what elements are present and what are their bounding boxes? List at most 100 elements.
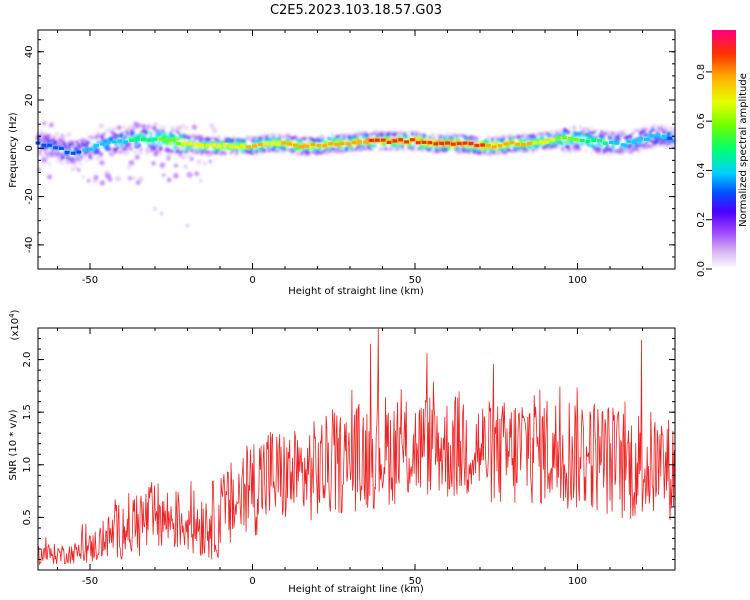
spectrogram-cell bbox=[537, 132, 541, 136]
spectrogram-cell bbox=[140, 130, 143, 135]
spectrogram-cell bbox=[510, 149, 514, 153]
spectrogram-cell bbox=[415, 132, 418, 136]
spectrogram-cell bbox=[106, 148, 110, 152]
spectrogram-ridge-cell bbox=[597, 139, 602, 143]
spectrogram-cell bbox=[184, 146, 188, 150]
spectrogram-cell bbox=[255, 139, 258, 144]
spectrogram-cell bbox=[56, 155, 59, 159]
spectrogram-cell bbox=[290, 150, 293, 154]
spectrogram-scatter-point bbox=[183, 164, 188, 170]
spectrogram-cell bbox=[247, 149, 250, 154]
spectrogram-cell bbox=[512, 148, 516, 152]
spectrogram-cell bbox=[331, 147, 334, 151]
spectrogram-cell bbox=[298, 151, 301, 155]
spectrogram-cell bbox=[658, 127, 662, 131]
spectrogram-cell bbox=[157, 129, 161, 133]
spectrogram-cell bbox=[337, 149, 340, 154]
spectrogram-cell bbox=[95, 148, 98, 152]
spectrogram-cell bbox=[424, 146, 428, 150]
spectrogram-cell bbox=[413, 148, 416, 152]
spectrogram-cell bbox=[175, 146, 178, 150]
spectrogram-cell bbox=[510, 133, 514, 137]
spectrogram-cell bbox=[475, 148, 479, 153]
spectrogram-cell bbox=[652, 123, 656, 127]
spectrogram-ridge-cell bbox=[562, 135, 567, 140]
spectrogram-cell bbox=[372, 147, 375, 151]
spectrogram-cell bbox=[290, 136, 293, 141]
spectrogram-cell bbox=[526, 135, 529, 139]
spectrogram-cell bbox=[71, 157, 75, 161]
spectrogram-cell bbox=[204, 140, 207, 144]
spectrogram-cell bbox=[561, 143, 564, 147]
spectrogram-ridge-cell bbox=[649, 134, 655, 138]
spectrogram-cell bbox=[572, 148, 576, 152]
spectrogram-cell bbox=[362, 144, 365, 149]
spectrogram-cell bbox=[496, 152, 500, 156]
spectrogram-cell bbox=[52, 142, 55, 146]
spectrogram-cell bbox=[169, 131, 172, 135]
spectrogram-cell bbox=[149, 145, 153, 149]
spectrogram-cell bbox=[569, 125, 572, 129]
spectrogram-cell bbox=[522, 147, 525, 151]
spectrogram-cell bbox=[582, 128, 586, 132]
spectrogram-scatter-point bbox=[91, 136, 96, 141]
spectrogram-cell bbox=[136, 134, 139, 138]
spectrogram-ridge-cell bbox=[76, 150, 82, 154]
spectrogram-cell bbox=[463, 135, 467, 139]
spectrogram-cell bbox=[122, 125, 126, 129]
spectrogram-cell bbox=[572, 130, 576, 135]
spectrogram-ridge-cell bbox=[468, 141, 474, 146]
spectrogram-cell bbox=[333, 149, 336, 154]
spectrogram-cell bbox=[457, 149, 461, 153]
spectrogram-cell bbox=[553, 143, 557, 147]
spectrogram-cell bbox=[303, 142, 307, 147]
spectrogram-cell bbox=[67, 144, 71, 148]
spectrogram-cell bbox=[654, 139, 658, 143]
spectrogram-cell bbox=[282, 145, 285, 149]
spectrogram-cell bbox=[181, 156, 184, 161]
spectrogram-cell bbox=[625, 149, 629, 153]
spectrogram-cell bbox=[424, 135, 428, 139]
spectrogram-scatter-point bbox=[153, 207, 157, 211]
spectrogram-scatter-point bbox=[187, 154, 191, 158]
spectrogram-ridge-cell bbox=[532, 141, 538, 145]
spectrogram-cell bbox=[660, 136, 664, 141]
spectrogram-cell bbox=[130, 147, 133, 151]
spectrogram-y-tick-label: 40 bbox=[24, 45, 35, 58]
spectrogram-cell bbox=[455, 135, 459, 139]
spectrogram-cell bbox=[436, 140, 440, 144]
spectrogram-cell bbox=[112, 131, 116, 135]
spectrogram-cell bbox=[641, 147, 644, 151]
spectrogram-cell bbox=[282, 150, 285, 154]
spectrogram-cell bbox=[216, 137, 219, 142]
spectrogram-cell bbox=[518, 140, 521, 145]
spectrogram-cell bbox=[286, 134, 289, 138]
spectrogram-cell bbox=[574, 142, 578, 146]
spectrogram-cell bbox=[323, 140, 326, 144]
spectrogram-cell bbox=[130, 130, 133, 134]
spectrogram-ridge-cell bbox=[515, 142, 521, 146]
spectrogram-cell bbox=[356, 143, 360, 147]
spectrogram-cell bbox=[296, 146, 299, 151]
spectrogram-cell bbox=[479, 147, 482, 152]
spectrogram-scatter-point bbox=[60, 134, 67, 140]
spectrogram-ridge-cell bbox=[603, 141, 608, 145]
spectrogram-cell bbox=[459, 150, 463, 154]
spectrogram-cell bbox=[389, 147, 393, 151]
spectrogram-scatter-point bbox=[141, 124, 146, 129]
spectrogram-cell bbox=[134, 141, 137, 145]
spectrogram-cell bbox=[181, 154, 184, 158]
spectrogram-cell bbox=[315, 149, 319, 153]
spectrogram-cell bbox=[89, 155, 92, 159]
spectrogram-scatter-point bbox=[190, 151, 194, 156]
snr-xlabel: Height of straight line (km) bbox=[288, 584, 424, 595]
spectrogram-cell bbox=[161, 128, 165, 132]
spectrogram-cell bbox=[602, 148, 605, 153]
spectrogram-cell bbox=[118, 134, 122, 138]
spectrogram-cell bbox=[615, 139, 619, 143]
spectrogram-cell bbox=[535, 148, 539, 153]
spectrogram-cell bbox=[596, 146, 599, 150]
spectrogram-cell bbox=[204, 138, 207, 142]
spectrogram-cell bbox=[539, 132, 543, 136]
